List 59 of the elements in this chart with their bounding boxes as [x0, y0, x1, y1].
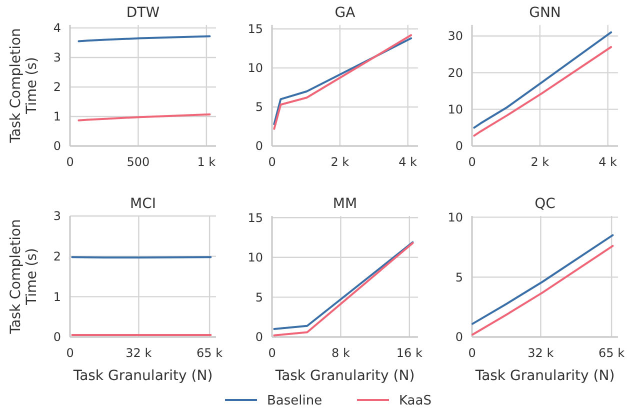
- x-tick-label: 8 k: [332, 346, 350, 360]
- chart-title: MCI: [130, 196, 156, 212]
- x-axis-title: Task Granularity (N): [274, 368, 415, 384]
- x-tick-label: 0: [66, 346, 74, 360]
- line-series: [472, 234, 614, 325]
- legend-label: Baseline: [267, 394, 322, 409]
- y-tick-label: 0: [455, 330, 463, 344]
- x-tick-label: 2 k: [330, 155, 350, 169]
- x-tick-label: 0: [66, 155, 74, 169]
- chart-title: QC: [534, 196, 556, 212]
- y-axis-title: Task Completion Time (s): [8, 219, 40, 335]
- y-tick-label: 5: [255, 100, 263, 114]
- x-axis-title: Task Granularity (N): [474, 368, 615, 384]
- y-tick-label: 0: [53, 330, 61, 344]
- x-tick-label: 2 k: [530, 155, 550, 169]
- chart-title: GA: [334, 5, 356, 21]
- chart-title: DTW: [126, 5, 160, 21]
- y-tick-label: 3: [53, 50, 61, 65]
- y-tick-label: 10: [248, 250, 263, 265]
- x-tick-label: 4 k: [598, 155, 618, 169]
- y-tick-label: 10: [448, 210, 463, 224]
- x-axis-title: Task Granularity (N): [72, 368, 213, 384]
- x-tick-label: 32 k: [126, 346, 152, 360]
- x-tick-label: 4 k: [398, 155, 418, 169]
- x-tick-label: 0: [268, 155, 276, 169]
- y-tick-label: 0: [53, 139, 61, 154]
- y-tick-label: 0: [255, 330, 263, 344]
- y-tick-label: 5: [455, 270, 463, 284]
- x-tick-label: 32 k: [528, 346, 554, 360]
- y-tick-label: 2: [53, 80, 61, 94]
- y-tick-label: 1: [53, 110, 61, 124]
- y-tick-label: 4: [53, 21, 61, 36]
- y-tick-label: 0: [455, 139, 463, 154]
- y-tick-label: 15: [248, 22, 263, 36]
- y-tick-label: 30: [448, 29, 463, 44]
- y-axis-title: Task Completion Time (s): [8, 28, 40, 144]
- chart-title: GNN: [529, 5, 561, 21]
- y-tick-label: 10: [248, 61, 263, 76]
- y-tick-label: 1: [53, 290, 61, 304]
- y-tick-label: 15: [248, 210, 263, 225]
- x-tick-label: 1 k: [197, 155, 216, 169]
- y-tick-label: 0: [255, 139, 263, 154]
- line-series: [472, 244, 614, 336]
- y-tick-label: 3: [53, 209, 61, 224]
- y-tick-label: 2: [53, 250, 61, 264]
- line-series: [473, 31, 612, 129]
- chart-title: MM: [332, 196, 358, 212]
- y-tick-label: 20: [448, 66, 463, 80]
- x-tick-label: 0: [468, 155, 476, 169]
- legend-label: KaaS: [399, 394, 432, 409]
- x-tick-label: 16 k: [396, 346, 422, 360]
- x-tick-label: 65 k: [196, 346, 223, 360]
- x-tick-label: 500: [126, 155, 150, 169]
- line-series: [473, 46, 612, 137]
- y-tick-label: 5: [255, 290, 263, 304]
- y-tick-label: 10: [448, 102, 463, 117]
- x-tick-label: 65 k: [598, 346, 625, 360]
- x-tick-label: 0: [268, 346, 276, 360]
- x-tick-label: 0: [468, 346, 476, 360]
